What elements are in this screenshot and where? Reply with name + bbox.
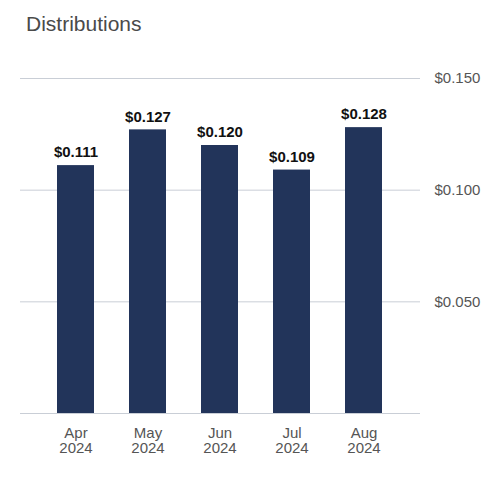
svg-text:$0.109: $0.109 (269, 148, 315, 165)
svg-text:Jul2024: Jul2024 (275, 424, 308, 456)
svg-text:Aug2024: Aug2024 (347, 424, 380, 456)
svg-text:$0.128: $0.128 (341, 105, 387, 122)
svg-text:$0.050: $0.050 (435, 293, 481, 310)
svg-text:$0.120: $0.120 (197, 123, 243, 140)
svg-text:$0.111: $0.111 (54, 143, 98, 160)
svg-text:$0.150: $0.150 (435, 69, 481, 86)
svg-text:$0.100: $0.100 (435, 181, 481, 198)
html-text:Distributions: Distributions (26, 12, 142, 35)
svg-text:$0.127: $0.127 (125, 108, 171, 125)
svg-text:May2024: May2024 (131, 424, 164, 456)
svg-text:Jun2024: Jun2024 (203, 424, 236, 456)
svg-text:Apr2024: Apr2024 (59, 424, 92, 456)
